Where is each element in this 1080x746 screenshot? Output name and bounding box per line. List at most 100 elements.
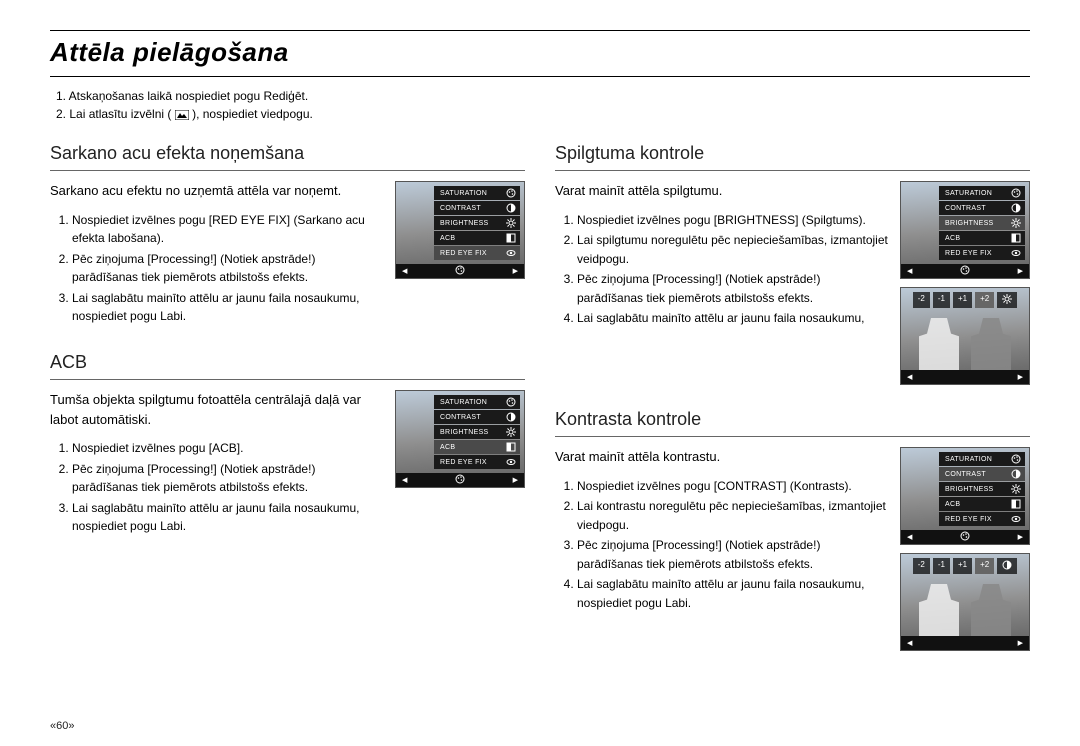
adjust-icon [175, 107, 189, 125]
palette-icon [506, 397, 516, 407]
camera-screen-adjust: -2 -1 +1 +2 ◀▶ [900, 287, 1030, 385]
section-lead: Varat mainīt attēla spilgtumu. [555, 181, 888, 201]
step-item: Lai saglabātu mainīto attēlu ar jaunu fa… [577, 575, 888, 612]
eye-icon [1011, 514, 1021, 524]
steps-list: Nospiediet izvēlnes pogu [CONTRAST] (Kon… [555, 477, 888, 613]
intro-l2b: ), nospiediet viedpogu. [192, 107, 313, 121]
step-item: Nospiediet izvēlnes pogu [BRIGHTNESS] (S… [577, 211, 888, 230]
menu-label: BRIGHTNESS [440, 220, 489, 227]
menu-label: ACB [440, 444, 455, 451]
step-item: Pēc ziņojuma [Processing!] (Notiek apstr… [72, 250, 383, 287]
content-columns: Sarkano acu efekta noņemšana Sarkano acu… [50, 139, 1030, 671]
screen-thumb-group: SATURATION CONTRAST BRIGHTNESS ACB RED E… [395, 390, 525, 488]
section-acb: ACB Tumša objekta spilgtumu fotoattēla c… [50, 348, 525, 538]
palette-icon [455, 474, 465, 486]
adj-cell: +2 [975, 558, 994, 574]
step-item: Lai saglabātu mainīto attēlu ar jaunu fa… [577, 309, 888, 328]
camera-screen-adjust: -2 -1 +1 +2 ◀▶ [900, 553, 1030, 651]
page-number: «60» [50, 720, 74, 732]
screen-menu: SATURATION CONTRAST BRIGHTNESS ACB RED E… [434, 186, 520, 260]
menu-label: RED EYE FIX [440, 459, 487, 466]
steps-list: Nospiediet izvēlnes pogu [BRIGHTNESS] (S… [555, 211, 888, 329]
intro-line-2: 2. Lai atlasītu izvēlni ( ), nospiediet … [56, 105, 1030, 125]
eye-icon [506, 457, 516, 467]
menu-label: CONTRAST [440, 205, 481, 212]
adj-cell: -1 [933, 292, 950, 308]
section-heading: Sarkano acu efekta noņemšana [50, 139, 525, 171]
menu-label: CONTRAST [945, 205, 986, 212]
contrast-icon [1011, 203, 1021, 213]
adjust-bar: -2 -1 +1 +2 [901, 558, 1029, 574]
manual-page: Attēla pielāgošana 1. Atskaņošanas laikā… [0, 0, 1080, 746]
screen-thumb-group: SATURATION CONTRAST BRIGHTNESS ACB RED E… [900, 447, 1030, 651]
step-item: Pēc ziņojuma [Processing!] (Notiek apstr… [577, 270, 888, 307]
menu-label: BRIGHTNESS [945, 220, 994, 227]
section-contrast: Kontrasta kontrole Varat mainīt attēla k… [555, 405, 1030, 651]
step-item: Nospiediet izvēlnes pogu [CONTRAST] (Kon… [577, 477, 888, 496]
palette-icon [506, 188, 516, 198]
menu-label: SATURATION [440, 399, 487, 406]
page-title: Attēla pielāgošana [50, 37, 1030, 68]
adj-cell: -2 [913, 558, 930, 574]
eye-icon [1011, 248, 1021, 258]
step-item: Pēc ziņojuma [Processing!] (Notiek apstr… [72, 460, 383, 497]
camera-screen: SATURATION CONTRAST BRIGHTNESS ACB RED E… [900, 181, 1030, 279]
sun-icon [1011, 218, 1021, 228]
sun-icon [506, 218, 516, 228]
camera-screen: SATURATION CONTRAST BRIGHTNESS ACB RED E… [395, 181, 525, 279]
menu-label: SATURATION [440, 190, 487, 197]
eye-icon [506, 248, 516, 258]
acb-icon [1011, 499, 1021, 509]
section-heading: Spilgtuma kontrole [555, 139, 1030, 171]
steps-list: Nospiediet izvēlnes pogu [RED EYE FIX] (… [50, 211, 383, 327]
menu-label: SATURATION [945, 456, 992, 463]
menu-label: RED EYE FIX [440, 250, 487, 257]
section-redeye: Sarkano acu efekta noņemšana Sarkano acu… [50, 139, 525, 328]
sun-icon [506, 427, 516, 437]
menu-label: ACB [440, 235, 455, 242]
section-lead: Varat mainīt attēla kontrastu. [555, 447, 888, 467]
menu-label: CONTRAST [945, 471, 986, 478]
camera-screen: SATURATION CONTRAST BRIGHTNESS ACB RED E… [395, 390, 525, 488]
step-item: Nospiediet izvēlnes pogu [RED EYE FIX] (… [72, 211, 383, 248]
menu-label: ACB [945, 235, 960, 242]
step-item: Lai spilgtumu noregulētu pēc nepieciešam… [577, 231, 888, 268]
acb-icon [1011, 233, 1021, 243]
step-item: Nospiediet izvēlnes pogu [ACB]. [72, 439, 383, 458]
intro-l2a: 2. Lai atlasītu izvēlni ( [56, 107, 175, 121]
section-brightness: Spilgtuma kontrole Varat mainīt attēla s… [555, 139, 1030, 385]
palette-icon [1011, 188, 1021, 198]
screen-thumb-group: SATURATION CONTRAST BRIGHTNESS ACB RED E… [900, 181, 1030, 385]
step-item: Pēc ziņojuma [Processing!] (Notiek apstr… [577, 536, 888, 573]
camera-screen: SATURATION CONTRAST BRIGHTNESS ACB RED E… [900, 447, 1030, 545]
palette-icon [960, 531, 970, 543]
step-item: Lai kontrastu noregulētu pēc nepieciešam… [577, 497, 888, 534]
intro-line-1: 1. Atskaņošanas laikā nospiediet pogu Re… [56, 87, 1030, 105]
menu-label: BRIGHTNESS [945, 486, 994, 493]
section-lead: Sarkano acu efektu no uzņemtā attēla var… [50, 181, 383, 201]
adj-cell: +1 [953, 558, 972, 574]
adj-cell: +1 [953, 292, 972, 308]
menu-label: RED EYE FIX [945, 516, 992, 523]
contrast-icon [506, 412, 516, 422]
palette-icon [455, 265, 465, 277]
contrast-icon [1011, 469, 1021, 479]
step-item: Lai saglabātu mainīto attēlu ar jaunu fa… [72, 289, 383, 326]
section-heading: Kontrasta kontrole [555, 405, 1030, 437]
adj-cell: +2 [975, 292, 994, 308]
right-column: Spilgtuma kontrole Varat mainīt attēla s… [555, 139, 1030, 671]
acb-icon [506, 233, 516, 243]
adj-cell: -2 [913, 292, 930, 308]
left-column: Sarkano acu efekta noņemšana Sarkano acu… [50, 139, 525, 671]
section-heading: ACB [50, 348, 525, 380]
sun-icon [997, 292, 1017, 308]
palette-icon [960, 265, 970, 277]
step-item: Lai saglabātu mainīto attēlu ar jaunu fa… [72, 499, 383, 536]
menu-label: SATURATION [945, 190, 992, 197]
contrast-icon [997, 558, 1017, 574]
sun-icon [1011, 484, 1021, 494]
intro-block: 1. Atskaņošanas laikā nospiediet pogu Re… [56, 87, 1030, 125]
menu-label: BRIGHTNESS [440, 429, 489, 436]
adj-cell: -1 [933, 558, 950, 574]
title-bar: Attēla pielāgošana [50, 30, 1030, 77]
